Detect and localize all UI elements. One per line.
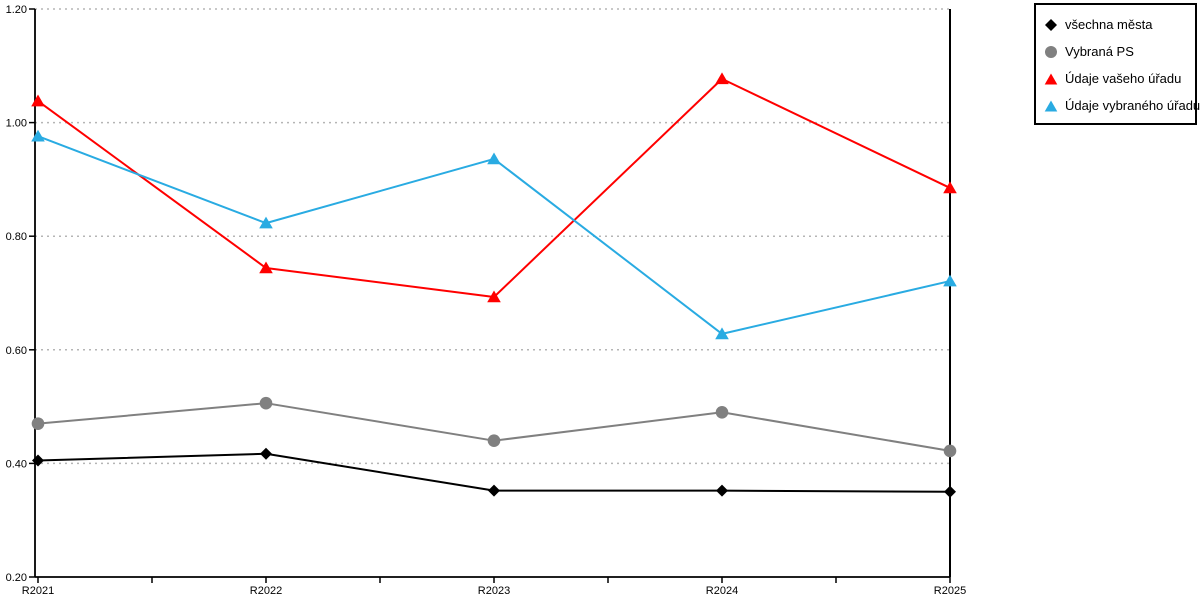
- series-0-marker: [944, 485, 956, 498]
- legend-item: Údaje vybraného úřadu: [1044, 92, 1200, 119]
- x-tick-label: R2024: [706, 585, 738, 597]
- series-0-marker: [260, 447, 272, 460]
- legend-item-label: Údaje vybraného úřadu: [1065, 98, 1200, 113]
- series-3-marker: [715, 327, 729, 340]
- series-3-marker: [31, 129, 45, 142]
- y-tick-label: 0.80: [6, 231, 27, 243]
- series-0-marker: [488, 484, 500, 497]
- x-tick-label: R2023: [478, 585, 510, 597]
- legend-item-label: Údaje vašeho úřadu: [1065, 71, 1182, 86]
- series-2-marker: [715, 72, 729, 85]
- circle-marker-icon: [1045, 45, 1057, 58]
- legend-item: všechna města: [1044, 11, 1187, 38]
- y-tick-label: 0.20: [6, 572, 27, 584]
- series-2-marker: [259, 261, 273, 274]
- legend: všechna města Vybraná PS Údaje vašeho úřad…: [1034, 3, 1200, 125]
- series-0-marker: [716, 484, 728, 497]
- legend-item: Vybraná PS: [1044, 38, 1187, 65]
- series-1-marker: [487, 434, 501, 447]
- series-3-marker: [943, 274, 957, 287]
- x-tick-label: R2025: [934, 585, 966, 597]
- series-0-marker: [32, 454, 44, 467]
- legend-item-label: všechna města: [1065, 17, 1153, 32]
- legend-item-label: Vybraná PS: [1065, 44, 1134, 59]
- y-tick-label: 0.40: [6, 458, 27, 470]
- series-2-marker: [943, 181, 957, 194]
- triangle-marker-icon: [1044, 100, 1058, 111]
- x-tick-label: R2022: [250, 585, 282, 597]
- series-1-marker: [259, 396, 273, 410]
- y-tick-label: 1.00: [6, 118, 27, 130]
- series-line-3: [37, 135, 951, 335]
- triangle-marker-icon: [1044, 73, 1058, 84]
- series-2-marker: [487, 290, 501, 303]
- x-tick-label: R2021: [22, 585, 54, 597]
- series-1-marker: [715, 405, 729, 419]
- series-3-marker: [259, 216, 273, 229]
- series-1-marker: [943, 444, 957, 458]
- diamond-marker-icon: [1045, 18, 1057, 31]
- series-2-marker: [31, 94, 45, 107]
- y-tick-label: 1.20: [6, 4, 27, 16]
- series-1-marker: [31, 417, 45, 430]
- legend-item: Údaje vašeho úřadu: [1044, 65, 1187, 92]
- series-3-marker: [487, 152, 501, 165]
- y-tick-label: 0.60: [6, 345, 27, 357]
